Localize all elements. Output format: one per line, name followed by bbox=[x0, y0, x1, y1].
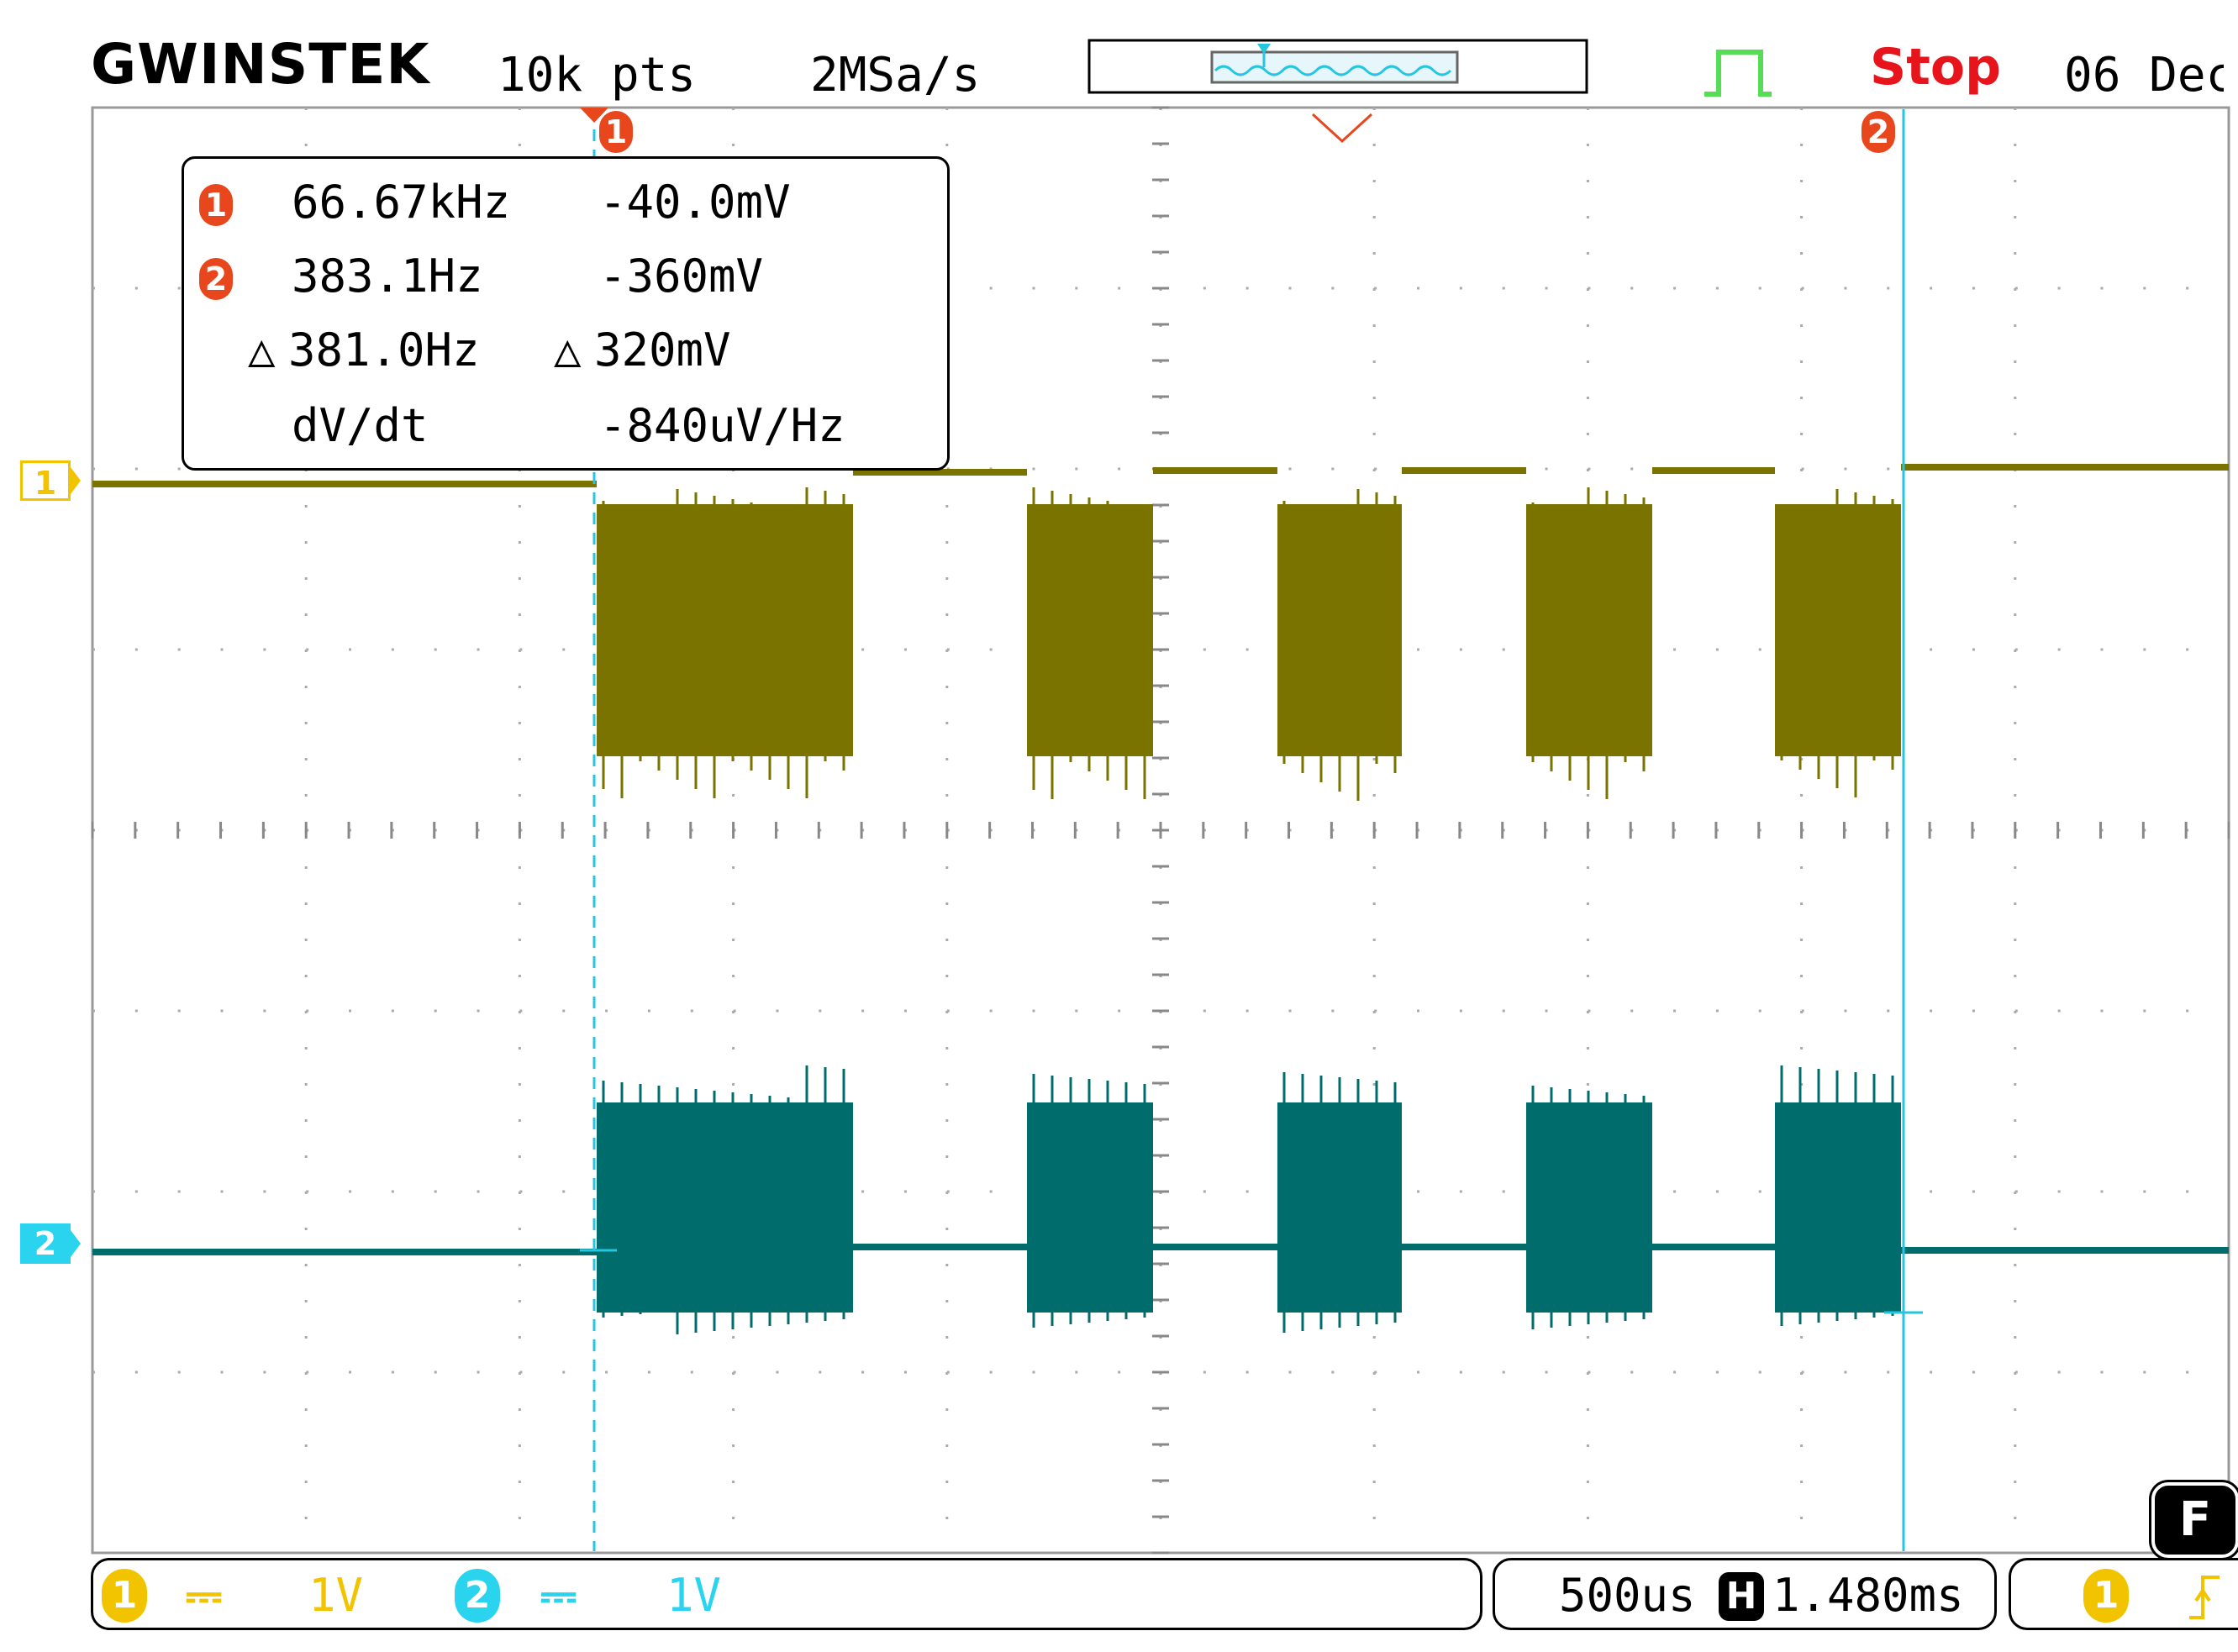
delta-voltage-symbol: △ bbox=[554, 324, 582, 376]
run-state-icon bbox=[1704, 50, 1772, 97]
delta-frequency-symbol: △ bbox=[248, 324, 276, 376]
ch1-status-badge: 1 bbox=[102, 1569, 147, 1623]
sample-rate: 2MSa/s bbox=[810, 48, 981, 103]
ch1-ground-arrow bbox=[71, 467, 81, 494]
cursor-1-voltage: -40.0mV bbox=[599, 176, 791, 229]
memory-overview-wave bbox=[1214, 65, 1452, 76]
ch1-marker-label[interactable]: 1 bbox=[20, 460, 71, 502]
dvdt-label: dV/dt bbox=[292, 399, 429, 452]
run-state-label[interactable]: Stop bbox=[1870, 38, 2002, 97]
graticule-grid bbox=[91, 106, 2230, 1555]
waveforms bbox=[92, 464, 2229, 1334]
ch2-ground-arrow bbox=[71, 1230, 81, 1257]
delta-voltage: 320mV bbox=[594, 324, 731, 376]
ch2-status-badge: 2 bbox=[455, 1569, 500, 1623]
record-length: 10k pts bbox=[498, 48, 697, 103]
cursor-2-voltage: -360mV bbox=[599, 250, 764, 303]
cursor-1-badge[interactable]: 1 bbox=[599, 111, 633, 153]
mode-badge: F bbox=[2151, 1482, 2238, 1558]
horizontal-position: 1.480ms bbox=[1772, 1569, 1964, 1622]
ch2-coupling-icon: ⎓ bbox=[540, 1569, 577, 1622]
delta-frequency: 381.0Hz bbox=[288, 324, 480, 376]
trigger-status-panel[interactable]: 1 bbox=[2009, 1558, 2238, 1630]
cursor-1-frequency: 66.67kHz bbox=[292, 176, 511, 229]
ch1-coupling-icon: ⎓ bbox=[186, 1569, 223, 1622]
cursor-2-frequency: 383.1Hz bbox=[292, 250, 483, 303]
date-label: 06 Dec bbox=[2064, 50, 2224, 101]
brand-logo: GWINSTEK bbox=[91, 32, 430, 97]
ch2-scale: 1V bbox=[666, 1569, 722, 1622]
trigger-position-marker bbox=[1311, 113, 1373, 144]
ch2-burst bbox=[597, 1102, 853, 1313]
ch2-marker-label[interactable]: 2 bbox=[20, 1223, 71, 1264]
channel-status-panel[interactable]: 1 ⎓ 1V 2 ⎓ 1V bbox=[91, 1558, 1482, 1630]
dvdt-value: -840uV/Hz bbox=[599, 399, 845, 452]
timebase-status-panel[interactable]: 500us H 1.480ms bbox=[1493, 1558, 1997, 1630]
cursor-measurement-panel: 1 66.67kHz -40.0mV 2 383.1Hz -360mV △ 38… bbox=[182, 156, 950, 471]
ch1-scale: 1V bbox=[308, 1569, 364, 1622]
cursor-2-row-badge: 2 bbox=[199, 258, 233, 300]
rising-edge-icon bbox=[2189, 1576, 2220, 1619]
timebase-scale: 500us bbox=[1559, 1569, 1696, 1622]
cursor-1-row-badge: 1 bbox=[199, 184, 233, 226]
cursor-2-badge[interactable]: 2 bbox=[1861, 111, 1895, 153]
horizontal-position-badge: H bbox=[1719, 1572, 1764, 1621]
trigger-source-badge: 1 bbox=[2083, 1569, 2129, 1623]
ch1-burst bbox=[597, 504, 853, 756]
memory-overview-window bbox=[1210, 50, 1459, 84]
cursor-1-marker-arrow bbox=[580, 108, 608, 123]
